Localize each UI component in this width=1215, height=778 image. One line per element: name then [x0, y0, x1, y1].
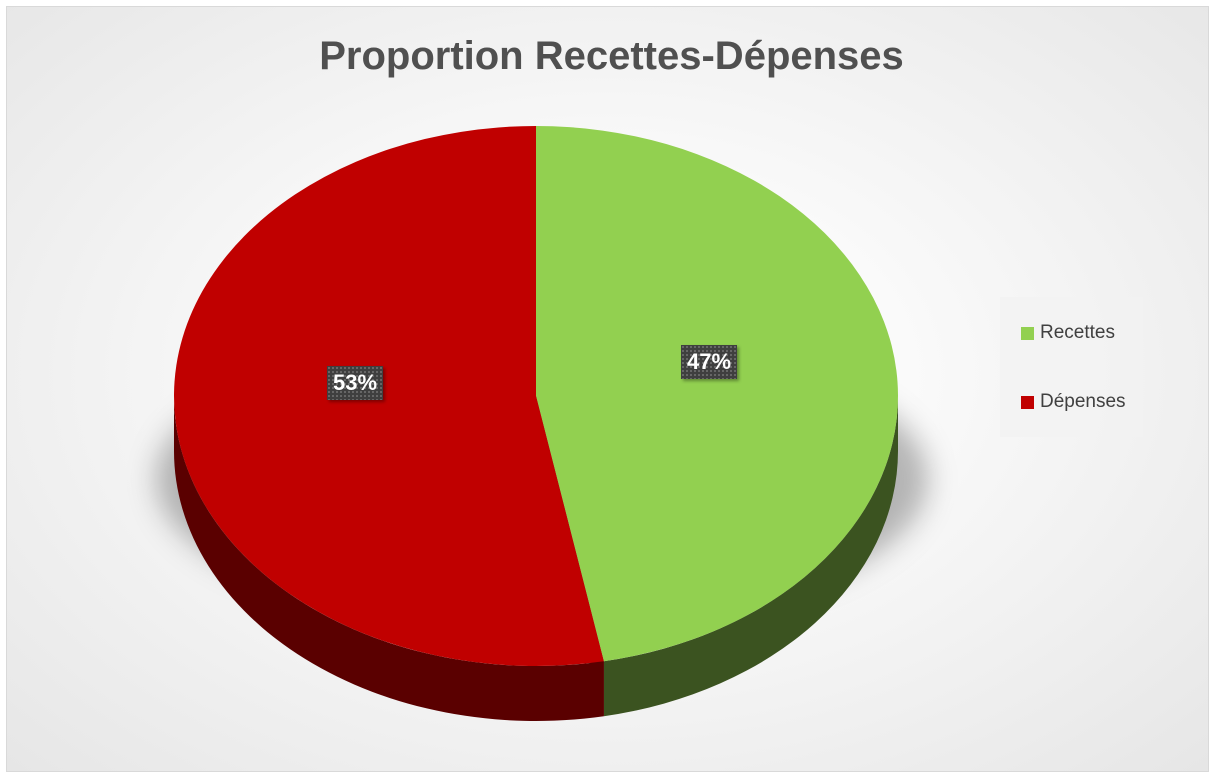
legend-label-depenses: Dépenses — [1040, 391, 1126, 412]
legend-swatch-recettes — [1021, 326, 1034, 340]
data-label-depenses: 53% — [327, 366, 384, 400]
legend-item-depenses: Dépenses — [1021, 391, 1126, 413]
pie-side-recettes — [603, 396, 898, 717]
pie-side-depenses — [174, 396, 604, 721]
legend-label-recettes: Recettes — [1040, 322, 1115, 343]
data-label-recettes: 47% — [681, 345, 738, 379]
legend: Recettes Dépenses — [1000, 297, 1143, 437]
pie-slice-recettes — [536, 126, 898, 662]
legend-item-recettes: Recettes — [1021, 322, 1115, 344]
pie-slice-depenses — [173, 126, 604, 666]
chart-title: Proportion Recettes-Dépenses — [319, 34, 904, 78]
legend-swatch-depenses — [1021, 395, 1034, 409]
